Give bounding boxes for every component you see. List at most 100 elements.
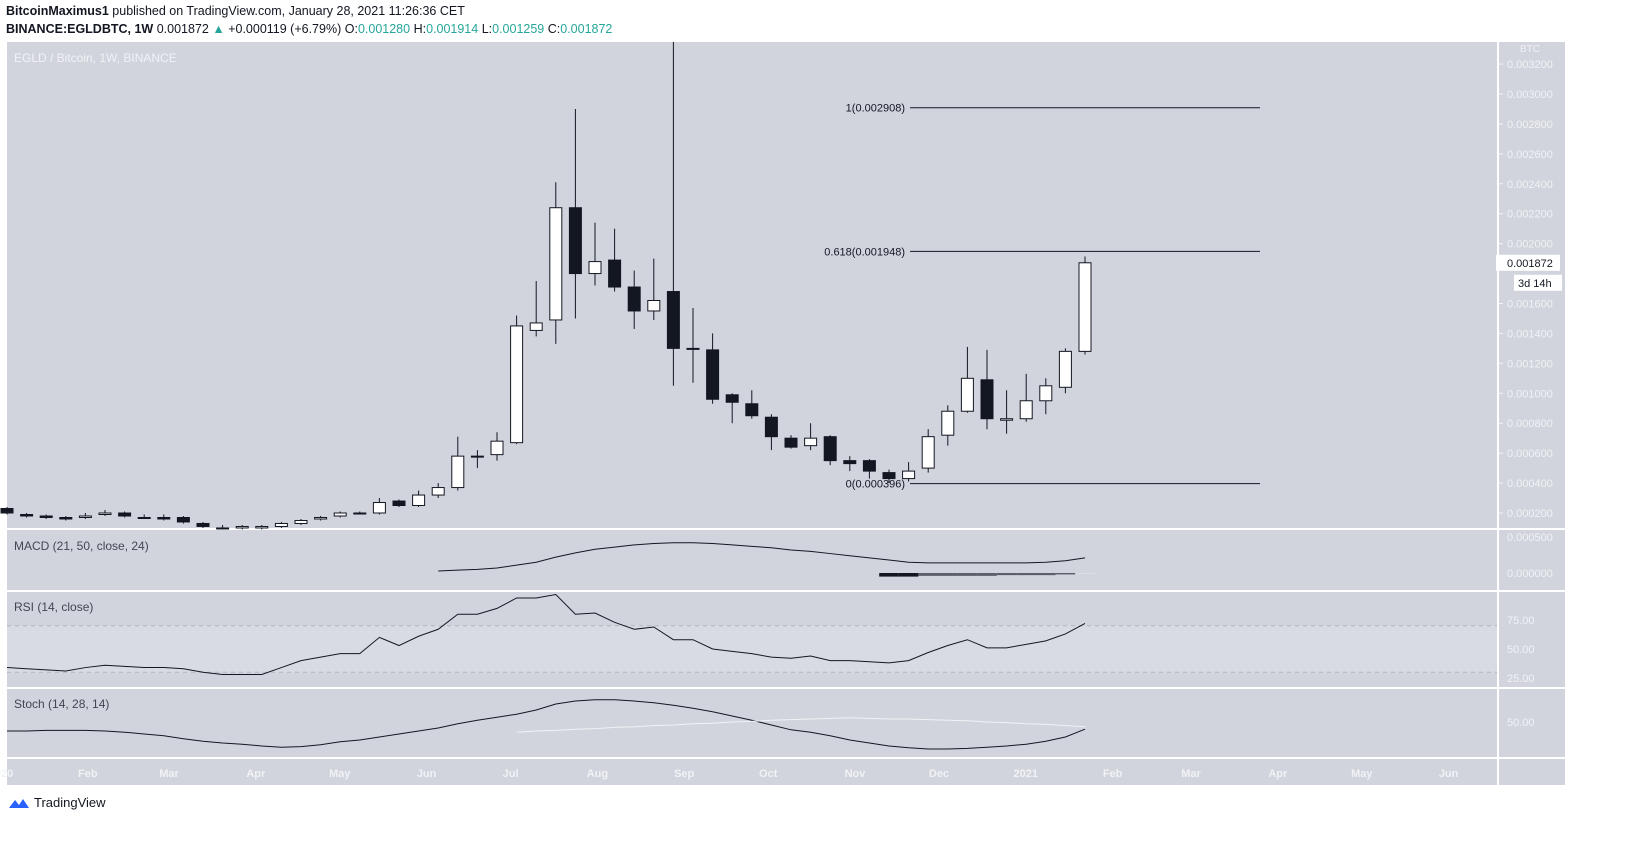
high-label: H:: [413, 22, 427, 36]
candle-up: [1000, 418, 1014, 421]
rsi-pane-axis: [1499, 592, 1565, 687]
time-tick-label: Feb: [1103, 768, 1123, 780]
price-tick-label: 0.001200: [1507, 358, 1553, 370]
fib-level-label: 0(0.000396): [846, 479, 905, 491]
axis-unit-label: BTC: [1520, 44, 1540, 55]
macd-histogram-bar: [957, 573, 978, 576]
time-tick-label: 2021: [1014, 768, 1038, 780]
last-price-marker: [1496, 254, 1560, 271]
candle-up: [314, 516, 328, 520]
candle-down: [392, 500, 406, 507]
candle-down: [39, 515, 53, 518]
last-price-label: 0.001872: [1507, 258, 1553, 270]
tradingview-logo-icon: [9, 798, 29, 808]
main-pane-title: EGLD / Bitcoin, 1W, BINANCE: [14, 51, 177, 65]
candle-up: [333, 512, 347, 517]
time-tick-label: Oct: [759, 768, 778, 780]
last-price: 0.001872: [156, 22, 209, 36]
stoch-tick-label: 50.00: [1507, 717, 1535, 729]
candle-down: [706, 349, 720, 400]
candle-up: [1019, 400, 1033, 420]
time-tick-label: Aug: [587, 768, 608, 780]
time-tick-label: Jun: [417, 768, 437, 780]
macd-pane-axis: [1499, 530, 1565, 590]
candle-up: [255, 525, 269, 529]
time-tick-label: Apr: [246, 768, 266, 780]
candle-down: [980, 379, 994, 420]
stoch-title: Stoch (14, 28, 14): [14, 697, 109, 711]
candle-up: [235, 525, 249, 529]
time-axis: [7, 759, 1497, 785]
candle-down: [823, 436, 837, 462]
candle-down: [176, 516, 190, 523]
time-tick-label: Mar: [159, 768, 179, 780]
candle-down: [0, 508, 14, 514]
stoch-pane-axis: [1499, 689, 1565, 757]
candle-down: [20, 513, 34, 517]
candle-up: [470, 455, 484, 458]
macd-histogram-bar: [879, 573, 899, 577]
time-tick-label: Nov: [845, 768, 867, 780]
candle-down: [784, 437, 798, 448]
candle-down: [568, 207, 582, 275]
price-tick-label: 0.000800: [1507, 418, 1553, 430]
candle-up: [686, 347, 700, 350]
open-label: O:: [344, 22, 358, 36]
candle-down: [745, 403, 759, 417]
time-tick-label: 2020: [0, 768, 13, 780]
price-tick-label: 0.000200: [1507, 508, 1553, 520]
time-tick-label: Mar: [1181, 768, 1201, 780]
open-value: 0.001280: [357, 22, 411, 36]
candle-up: [1039, 385, 1053, 402]
macd-line: [438, 542, 1086, 572]
macd-tick-label: 0.000500: [1507, 532, 1553, 544]
macd-pane: [7, 530, 1497, 590]
price-tick-label: 0.001400: [1507, 328, 1553, 340]
candle-up: [1078, 262, 1092, 352]
macd-histogram-bar: [977, 573, 997, 576]
price-tick-label: 0.003000: [1507, 89, 1553, 101]
macd-histogram-bar: [898, 573, 919, 577]
candle-up: [294, 519, 308, 524]
time-tick-label: May: [329, 768, 351, 780]
candle-down: [862, 460, 876, 472]
symbol-legend: BINANCE:EGLDBTC, 1W 0.001872 ▲ +0.000119…: [6, 22, 612, 36]
candle-up: [451, 455, 465, 489]
price-tick-label: 0.001600: [1507, 298, 1553, 310]
candle-up: [490, 440, 504, 456]
macd-tick-label: 0.000000: [1507, 568, 1553, 580]
candle-down: [608, 259, 622, 288]
candle-down: [725, 394, 739, 403]
price-tick-label: 0.000600: [1507, 448, 1553, 460]
time-tick-label: Sep: [674, 768, 694, 780]
candle-down: [196, 522, 210, 527]
candle-up: [353, 512, 367, 515]
stoch-k-line: [7, 699, 1086, 750]
chart-canvas[interactable]: EGLD / Bitcoin, 1W, BINANCE MACD (21, 50…: [0, 0, 1627, 790]
candle-up: [1058, 350, 1072, 388]
macd-histogram-bar: [1016, 573, 1036, 576]
candle-up: [549, 207, 563, 321]
candle-up: [960, 377, 974, 412]
candle-up: [274, 522, 288, 527]
price-tick-label: 0.001000: [1507, 388, 1553, 400]
macd-title: MACD (21, 50, close, 24): [14, 539, 149, 553]
candle-up: [216, 527, 230, 530]
candle-up: [647, 299, 661, 312]
countdown-label: 3d 14h: [1518, 278, 1552, 290]
candle-up: [98, 512, 112, 515]
tradingview-logo[interactable]: TradingView: [8, 795, 106, 810]
candle-up: [804, 437, 818, 447]
fib-level-label: 0.618(0.001948): [824, 246, 905, 258]
candle-down: [882, 472, 896, 480]
main-pane: [7, 42, 1497, 528]
time-tick-label: Feb: [78, 768, 98, 780]
candle-up: [588, 261, 602, 275]
time-tick-label: May: [1351, 768, 1373, 780]
rsi-band: [7, 625, 1497, 673]
candle-up: [372, 502, 386, 514]
author-link[interactable]: BitcoinMaximus1: [6, 4, 109, 18]
stoch-d-line: [516, 717, 1086, 733]
candle-up: [902, 470, 916, 480]
candle-down: [59, 516, 73, 520]
